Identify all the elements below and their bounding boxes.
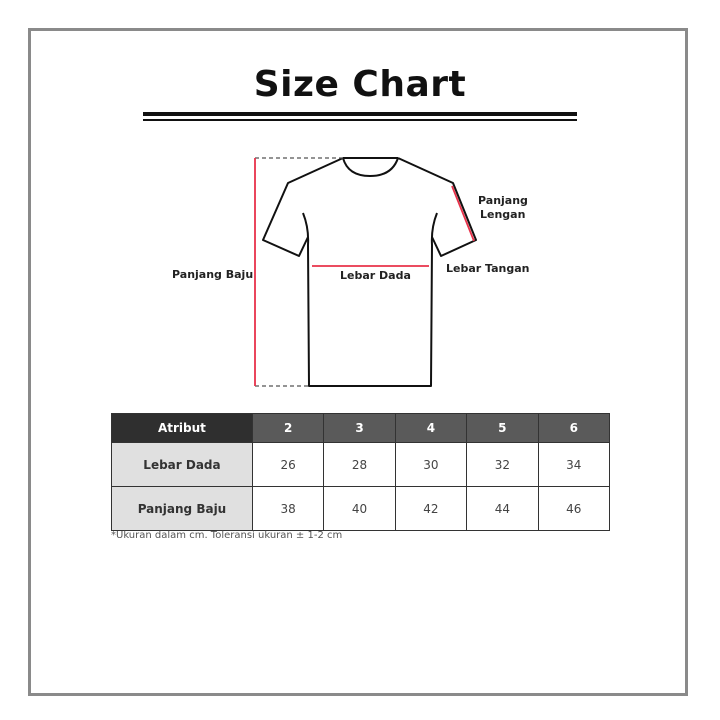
label-panjang-baju: Panjang Baju [172,268,254,281]
page-title: Size Chart [253,64,467,105]
label-lengan: Lengan [480,208,526,221]
header-cell: 3 [323,413,396,443]
table-cell: 44 [466,486,539,531]
table-cell: 32 [466,442,539,487]
table-cell: 42 [394,486,468,531]
table-cell: 38 [251,486,325,531]
panjang-lengan-measure-line [451,185,475,242]
title-underline-thick [143,112,577,116]
table-cell: 26 [251,442,325,487]
label-lebar-tangan: Lebar Tangan [446,262,530,275]
table-cell: 34 [537,442,611,487]
table-header-row: Atribut 2 3 4 5 6 [111,413,611,443]
header-cell: 6 [537,413,611,443]
table-row: Lebar Dada 26 28 30 32 34 [111,442,611,487]
row-label: Lebar Dada [111,442,253,487]
title-underline-thin [143,119,577,121]
table-cell: 30 [394,442,468,487]
table-cell: 46 [537,486,611,531]
header-cell: 2 [251,413,325,443]
table-cell: 40 [323,486,396,531]
shirt-outline-right [397,157,477,257]
shirt-neckline [342,157,399,177]
header-cell: Atribut [111,413,253,443]
table-cell: 28 [323,442,396,487]
label-lebar-dada: Lebar Dada [340,269,411,282]
tolerance-note: *Ukuran dalam cm. Toleransi ukuran ± 1-2… [111,530,343,541]
header-cell: 4 [394,413,468,443]
header-cell: 5 [466,413,539,443]
row-label: Panjang Baju [111,486,253,531]
label-panjang: Panjang [478,194,528,207]
table-row: Panjang Baju 38 40 42 44 46 [111,486,611,531]
outer-frame [28,28,688,696]
size-table: Atribut 2 3 4 5 6 Lebar Dada 26 28 30 32… [111,413,611,531]
shirt-outline-left [262,157,438,387]
